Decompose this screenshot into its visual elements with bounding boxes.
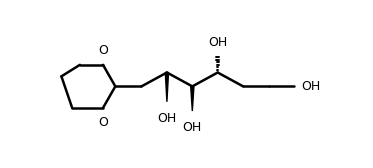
Text: O: O: [98, 116, 108, 129]
Text: O: O: [98, 44, 108, 57]
Text: OH: OH: [157, 112, 176, 125]
Text: OH: OH: [183, 121, 202, 134]
Polygon shape: [191, 86, 194, 111]
Text: OH: OH: [208, 36, 228, 49]
Text: OH: OH: [302, 80, 321, 93]
Polygon shape: [165, 73, 169, 102]
